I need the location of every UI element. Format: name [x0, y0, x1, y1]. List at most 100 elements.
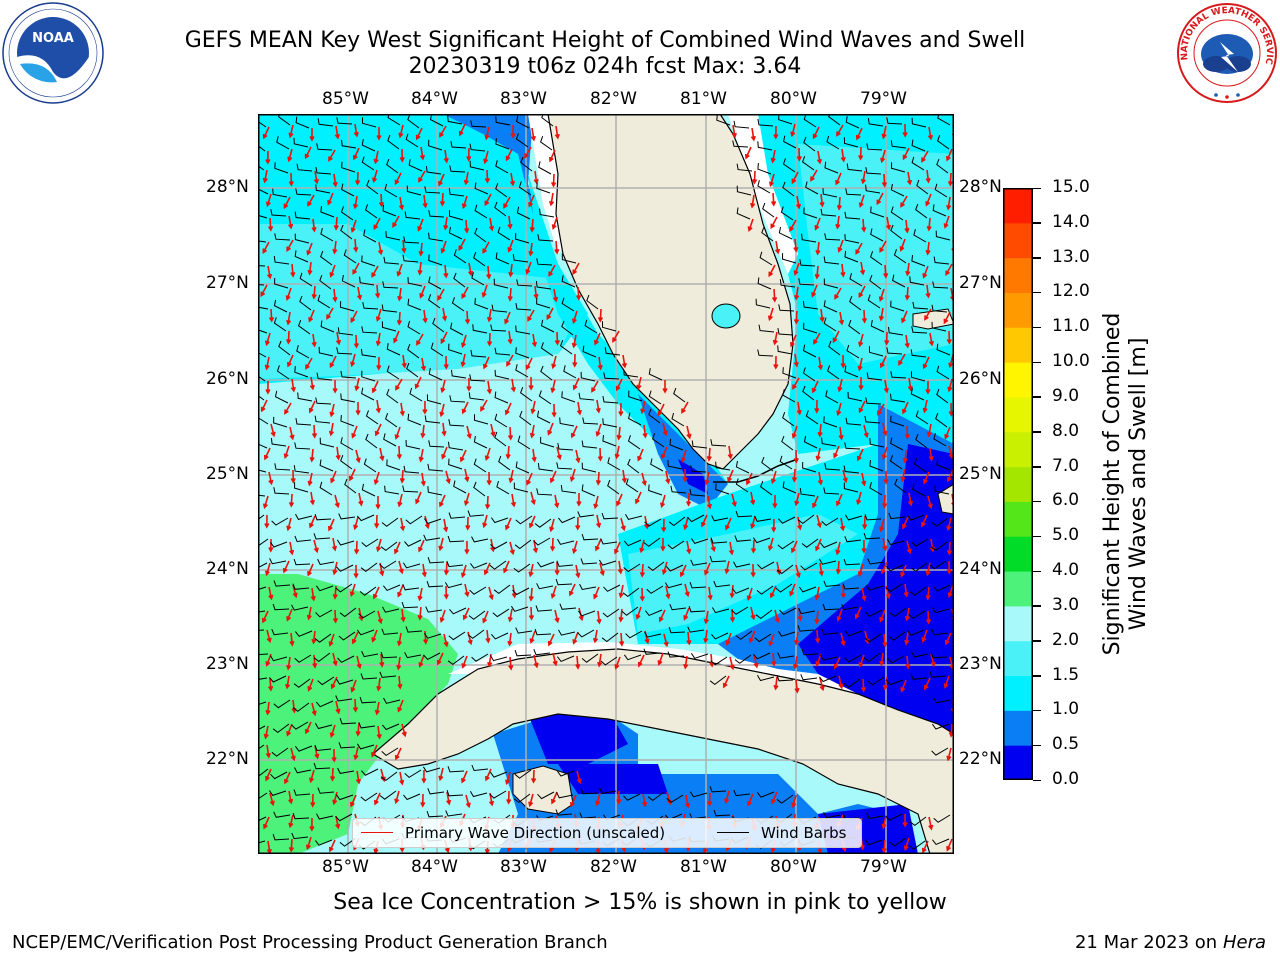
wind-barb	[366, 179, 379, 195]
wave-direction-arrow	[878, 288, 885, 302]
wind-barb	[292, 812, 310, 820]
wind-barb	[782, 181, 795, 197]
wind-barb	[802, 156, 815, 171]
wind-barb	[801, 233, 817, 243]
wind-barb	[386, 365, 400, 380]
wave-direction-arrow	[268, 538, 274, 553]
wind-barb	[867, 117, 884, 127]
colorbar-tick-label: 15.0	[1052, 177, 1090, 197]
wave-direction-arrow	[901, 310, 908, 324]
wave-direction-arrow	[332, 561, 338, 576]
wind-barb	[365, 433, 378, 449]
wind-barb	[383, 584, 401, 592]
wind-barb	[581, 462, 597, 473]
colorbar-tick-label: 13.0	[1052, 246, 1090, 267]
wave-direction-arrow	[483, 562, 491, 576]
wave-direction-arrow	[375, 308, 382, 322]
wind-barb	[336, 564, 354, 572]
wind-barb	[277, 114, 291, 126]
wind-barb	[343, 249, 357, 264]
wind-barb	[447, 115, 463, 125]
wind-barb	[273, 487, 290, 495]
wind-barb	[515, 325, 531, 335]
wave-direction-arrow	[551, 791, 558, 805]
wind-barb	[671, 412, 685, 427]
wave-direction-arrow	[288, 124, 294, 139]
colorbar-tick-label: 8.0	[1052, 420, 1080, 441]
wind-barb	[667, 651, 685, 658]
wave-direction-arrow	[443, 561, 450, 576]
wave-direction-arrow	[286, 311, 292, 326]
wind-barb	[258, 240, 267, 243]
wind-barb	[448, 631, 466, 641]
wind-barb	[644, 631, 662, 638]
wave-direction-arrow	[703, 629, 709, 644]
wind-barb	[495, 252, 510, 265]
wind-barb	[490, 771, 508, 778]
lon-label-bottom-81w: 81°W	[680, 857, 727, 877]
wave-direction-arrow	[530, 400, 536, 415]
wind-barb	[846, 163, 863, 172]
wind-barb	[757, 349, 774, 357]
wave-direction-arrow	[595, 538, 602, 552]
wind-barb	[258, 701, 267, 706]
wave-direction-arrow	[284, 402, 292, 415]
wind-barb	[602, 435, 617, 447]
wave-direction-arrow	[375, 496, 381, 510]
wave-direction-arrow	[304, 721, 312, 735]
wave-direction-arrow	[394, 426, 401, 440]
wind-barb	[735, 478, 749, 493]
wave-direction-arrow	[835, 172, 842, 186]
wind-barb	[911, 371, 926, 382]
wind-barb	[383, 697, 401, 704]
wave-direction-arrow	[568, 583, 576, 597]
colorbar-band-10.0-11.0	[1003, 327, 1033, 363]
wind-barb	[823, 256, 840, 265]
wind-barb	[339, 301, 355, 312]
wind-barb	[339, 607, 357, 618]
wind-barb	[297, 320, 311, 335]
wave-direction-arrow	[835, 541, 841, 556]
wind-barb	[621, 606, 639, 616]
wave-direction-arrow	[483, 150, 489, 165]
wind-barb	[360, 673, 378, 680]
wave-direction-arrow	[443, 355, 449, 370]
wave-direction-arrow	[530, 491, 536, 506]
wind-barb	[581, 440, 598, 449]
wind-barb	[844, 250, 859, 263]
wave-direction-arrow	[769, 585, 777, 599]
wave-direction-arrow	[401, 354, 407, 369]
wave-direction-arrow	[819, 193, 825, 208]
wind-barb	[709, 555, 727, 563]
wind-barb	[561, 391, 576, 403]
wind-barb	[757, 118, 774, 127]
wave-direction-arrow	[529, 424, 535, 439]
wave-direction-arrow	[265, 380, 271, 395]
wind-barb	[385, 231, 401, 241]
wind-barb	[865, 184, 881, 194]
wave-direction-arrow	[355, 722, 361, 737]
wave-direction-arrow	[657, 403, 665, 417]
wind-barb	[865, 397, 882, 405]
wave-direction-arrow	[858, 146, 864, 161]
wave-direction-arrow	[855, 127, 863, 141]
wind-barb	[294, 442, 311, 450]
wind-barb	[294, 482, 309, 493]
wave-direction-arrow	[575, 449, 581, 464]
wind-barb	[495, 160, 509, 174]
colorbar-tick-mark	[1033, 779, 1041, 781]
wind-barb	[294, 250, 309, 263]
wind-barb	[319, 459, 334, 472]
wave-direction-arrow	[510, 493, 517, 508]
wind-barb	[489, 560, 507, 570]
wind-barb	[514, 769, 532, 779]
wave-direction-arrow	[554, 331, 561, 346]
wave-direction-arrow	[398, 196, 405, 211]
wind-barb	[798, 607, 816, 615]
wave-direction-arrow	[724, 790, 730, 805]
wave-direction-arrow	[374, 792, 381, 806]
wave-direction-arrow	[657, 652, 664, 666]
wind-barb	[781, 253, 797, 264]
wind-barb	[318, 346, 334, 357]
wave-direction-arrow	[418, 242, 424, 257]
